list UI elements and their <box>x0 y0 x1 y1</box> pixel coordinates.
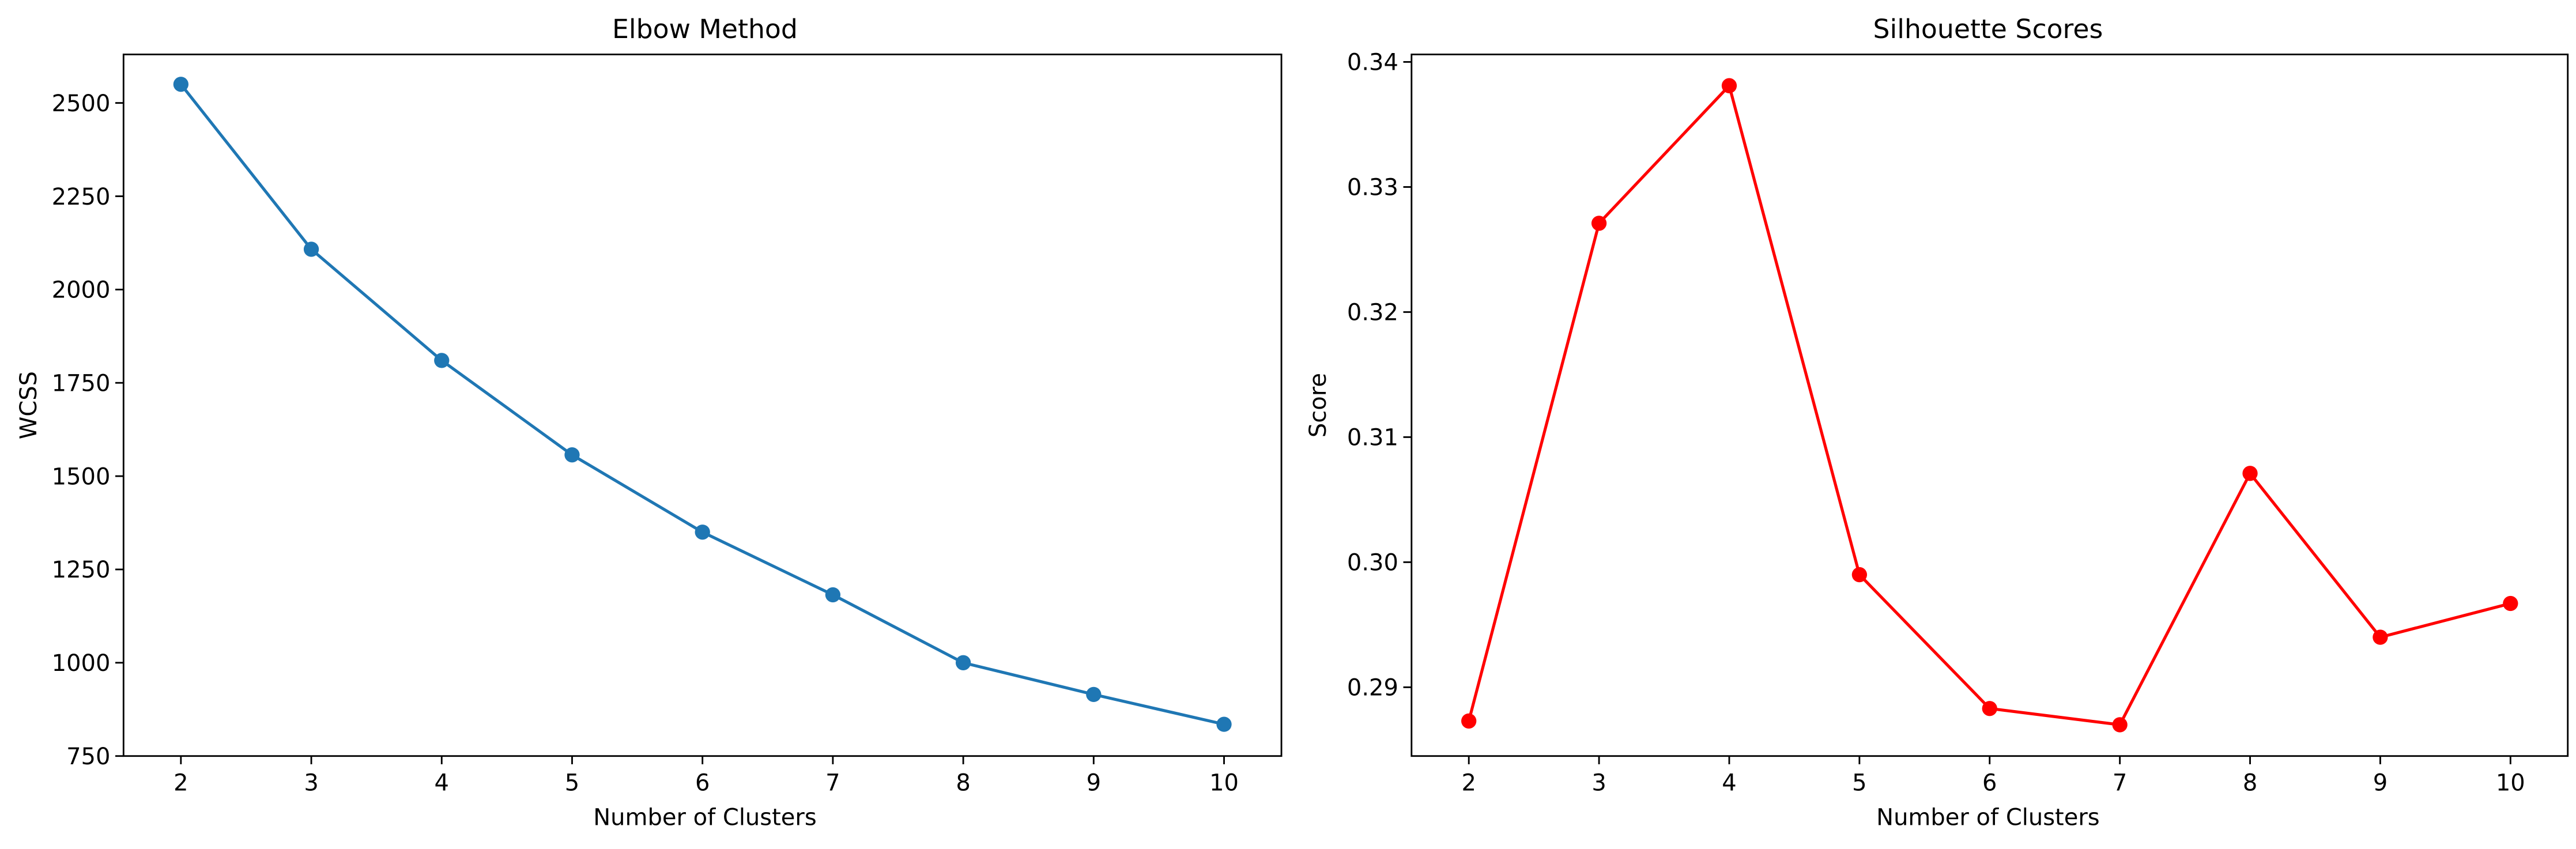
elbow-data-point <box>173 77 188 92</box>
elbow-x-tick-label: 3 <box>304 770 318 797</box>
elbow-chart-title: Elbow Method <box>612 14 798 44</box>
silhouette-y-tick-label: 0.29 <box>1347 675 1398 701</box>
elbow-data-point <box>955 655 971 670</box>
silhouette-x-tick-label: 6 <box>1982 770 1997 797</box>
silhouette-x-tick-label: 10 <box>2496 770 2525 797</box>
elbow-data-point <box>695 525 710 540</box>
elbow-y-tick-label: 1500 <box>52 463 111 490</box>
elbow-x-tick-label: 8 <box>956 770 970 797</box>
elbow-y-tick-label: 750 <box>66 744 110 770</box>
silhouette-data-point <box>1591 216 1607 231</box>
elbow-x-tick-label: 9 <box>1087 770 1101 797</box>
silhouette-y-ticks: 0.29 0.30 0.31 0.32 0.33 0.34 <box>1347 50 1412 701</box>
elbow-x-axis-label: Number of Clusters <box>593 805 816 831</box>
elbow-y-tick-label: 1750 <box>52 371 111 397</box>
silhouette-data-point <box>1721 78 1737 93</box>
elbow-data-point <box>434 353 450 368</box>
silhouette-plot-frame <box>1410 54 2569 757</box>
elbow-x-tick-label: 5 <box>565 770 579 797</box>
silhouette-x-tick-label: 7 <box>2113 770 2127 797</box>
silhouette-x-tick-label: 9 <box>2373 770 2388 797</box>
silhouette-x-tick-label: 4 <box>1722 770 1736 797</box>
elbow-y-axis-label: WCSS <box>16 371 42 439</box>
silhouette-x-axis-label: Number of Clusters <box>1876 805 2099 831</box>
silhouette-y-axis-label: Score <box>1305 373 1332 437</box>
elbow-x-tick-label: 6 <box>695 770 710 797</box>
elbow-x-tick-label: 4 <box>435 770 449 797</box>
elbow-data-point <box>1216 716 1232 732</box>
silhouette-y-tick-label: 0.33 <box>1347 175 1398 201</box>
elbow-data-point <box>564 447 580 463</box>
silhouette-data-points <box>1461 78 2518 733</box>
elbow-y-tick-label: 1000 <box>52 650 111 677</box>
silhouette-x-tick-label: 8 <box>2243 770 2257 797</box>
silhouette-y-tick-label: 0.31 <box>1347 425 1398 451</box>
silhouette-chart-title: Silhouette Scores <box>1873 14 2103 44</box>
elbow-y-tick-label: 2500 <box>52 90 111 117</box>
elbow-y-tick-label: 2000 <box>52 277 111 304</box>
elbow-y-tick-label: 1250 <box>52 557 111 583</box>
silhouette-x-tick-label: 5 <box>1852 770 1866 797</box>
elbow-chart: Elbow Method 750100012501500175020002250… <box>16 14 1283 831</box>
silhouette-x-tick-label: 3 <box>1591 770 1606 797</box>
elbow-plot-frame <box>122 54 1283 757</box>
silhouette-data-point <box>1461 713 1477 729</box>
elbow-x-tick-label: 10 <box>1209 770 1239 797</box>
silhouette-x-tick-label: 2 <box>1461 770 1476 797</box>
silhouette-y-tick-label: 0.32 <box>1347 300 1398 326</box>
elbow-series-line <box>179 83 1225 726</box>
elbow-data-point <box>825 587 841 603</box>
silhouette-data-point <box>1851 567 1868 583</box>
silhouette-series-line <box>1467 82 2511 727</box>
elbow-data-point <box>303 242 319 257</box>
silhouette-data-point <box>1982 701 1997 716</box>
silhouette-data-point <box>2112 717 2128 733</box>
elbow-x-ticks: 2 3 4 5 6 7 8 9 10 <box>174 756 1239 797</box>
elbow-data-point <box>1086 686 1102 703</box>
silhouette-chart: Silhouette Scores 0.290.300.310.320.330.… <box>1305 14 2569 831</box>
silhouette-x-ticks: 2 3 4 5 6 7 8 9 10 <box>1461 756 2525 797</box>
silhouette-data-point <box>2503 595 2518 612</box>
elbow-y-tick-label: 2250 <box>52 184 111 210</box>
elbow-x-tick-label: 2 <box>174 770 188 797</box>
silhouette-y-tick-label: 0.30 <box>1347 550 1398 576</box>
silhouette-y-tick-label: 0.34 <box>1347 50 1398 76</box>
elbow-x-tick-label: 7 <box>825 770 840 797</box>
elbow-data-points <box>173 77 1232 732</box>
silhouette-data-point <box>2373 629 2388 645</box>
silhouette-data-point <box>2242 466 2258 481</box>
elbow-y-ticks: 750 1000 1250 1500 1750 2000 2250 2500 <box>52 90 124 770</box>
